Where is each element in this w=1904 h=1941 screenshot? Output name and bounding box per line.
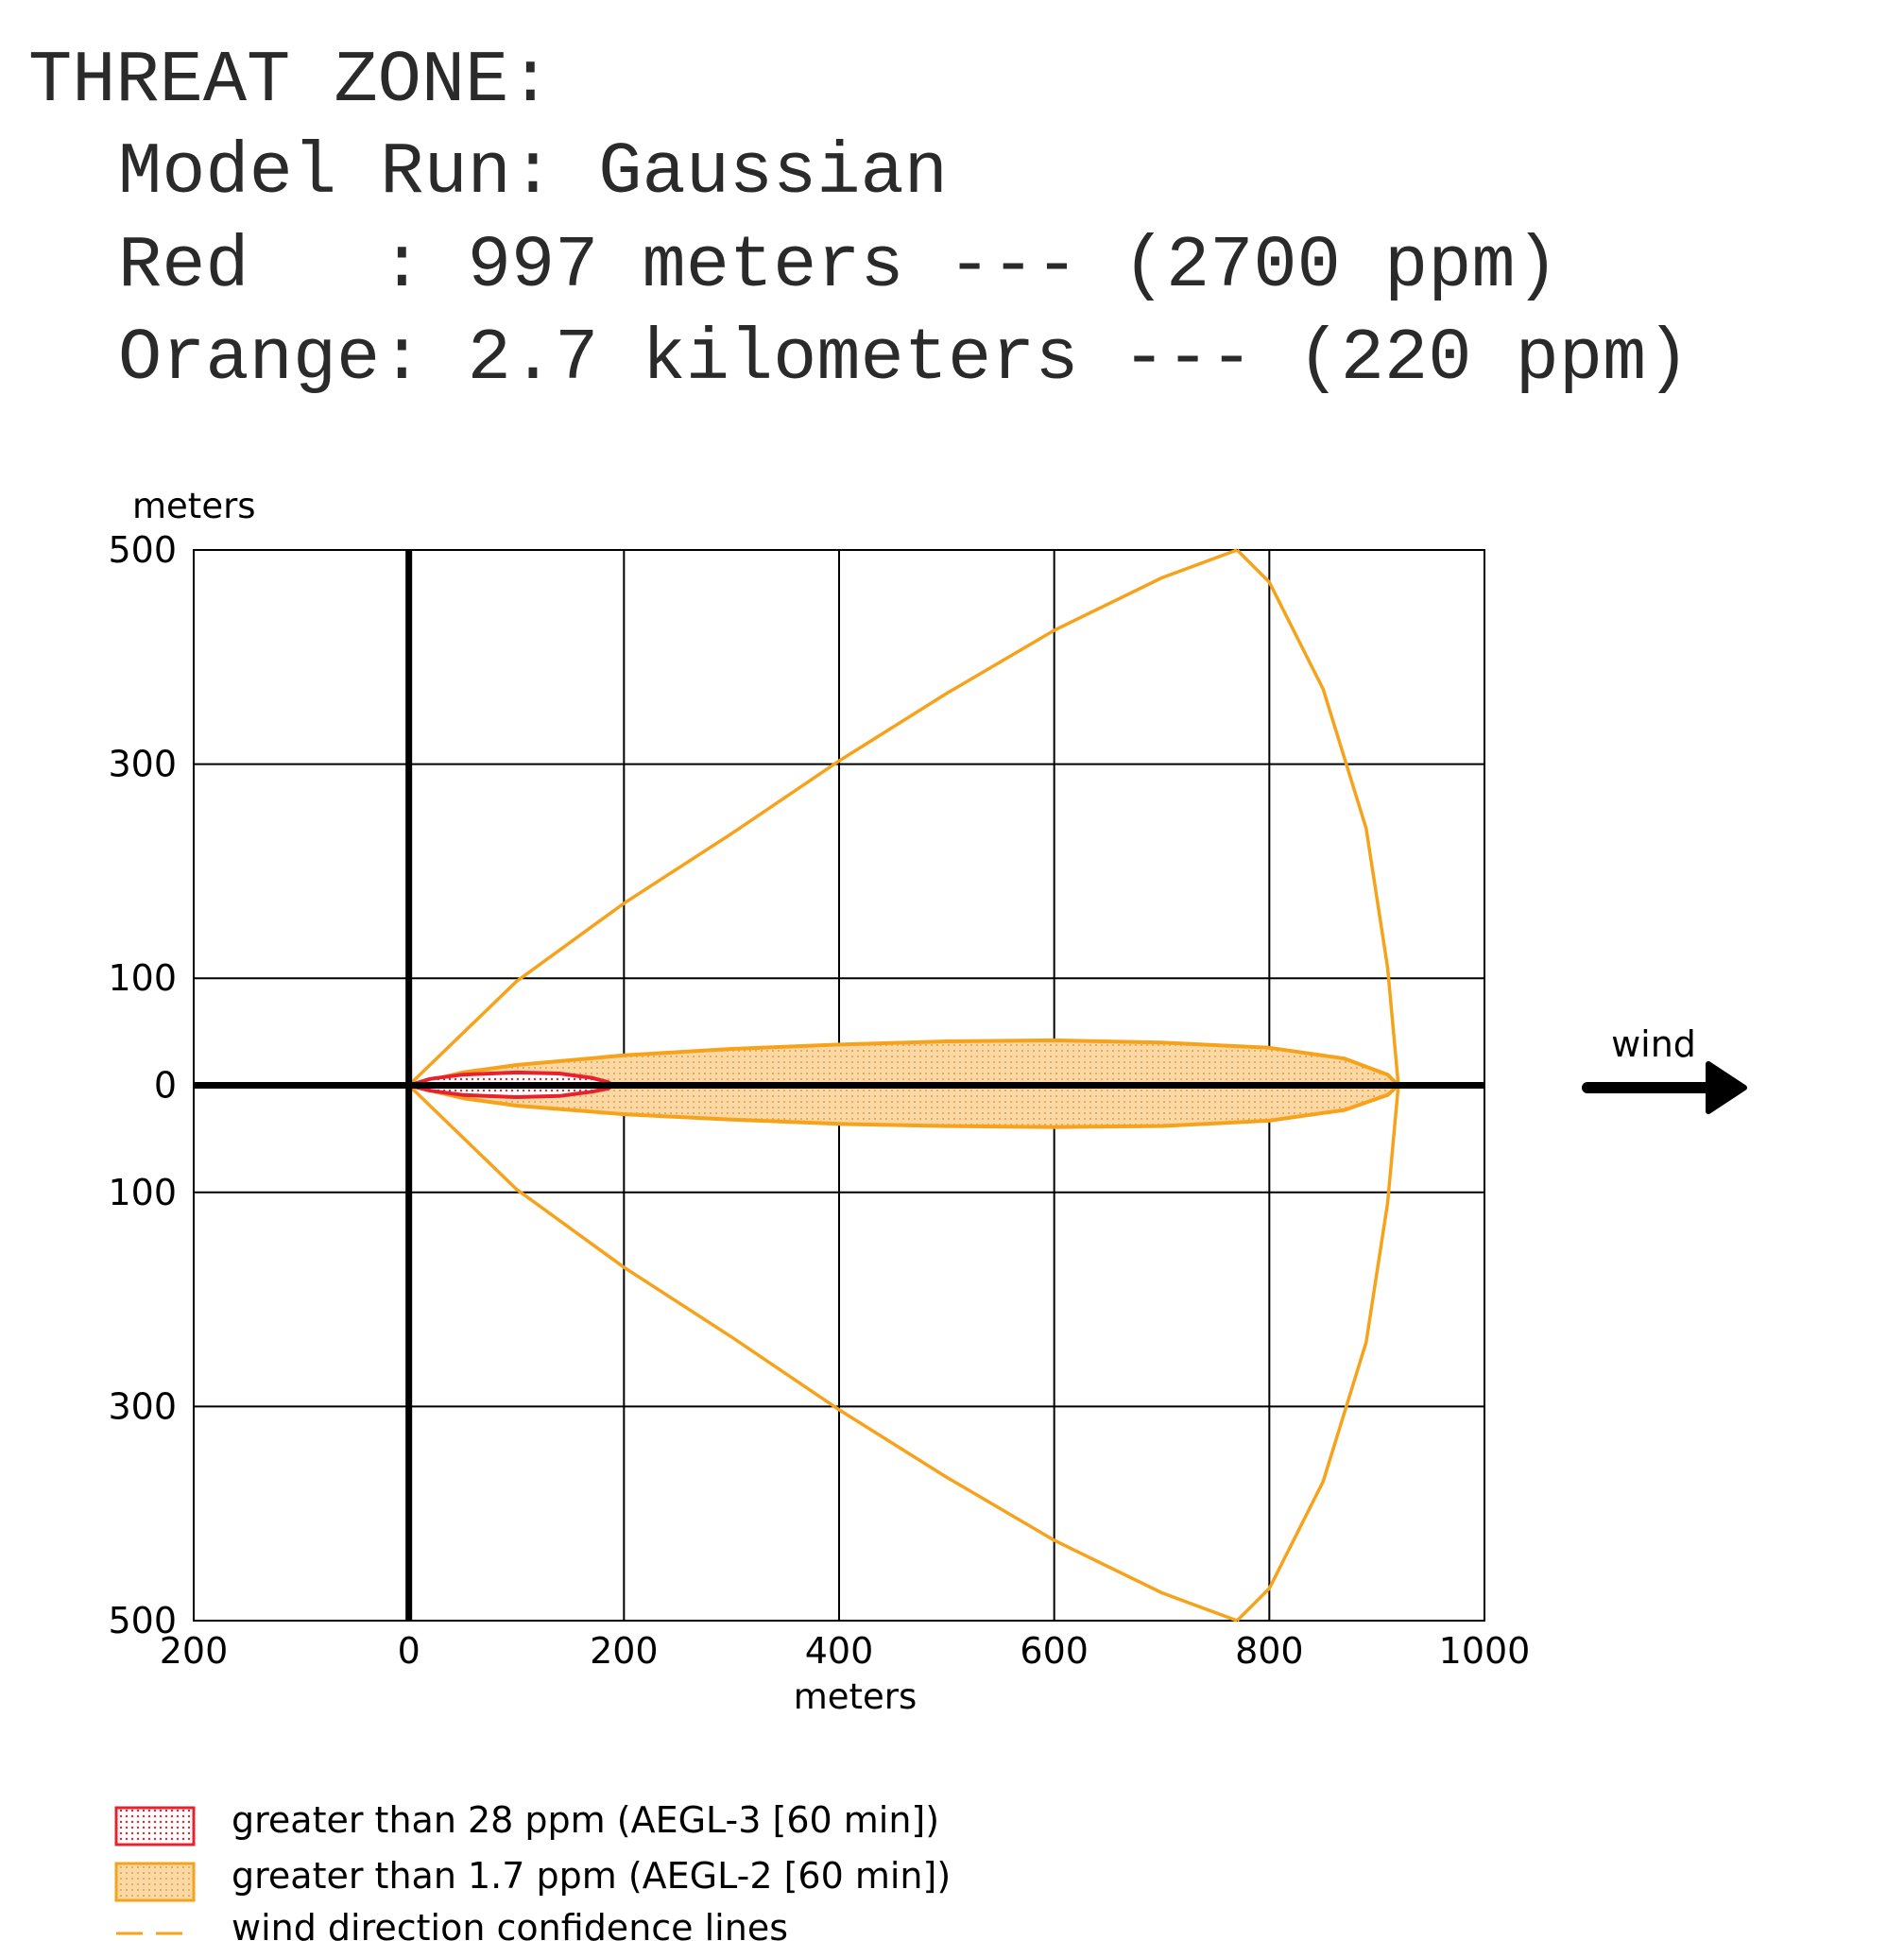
red-zone-line: Red : 997 meters --- (2700 ppm) xyxy=(118,226,1559,308)
y-tick-label: 100 xyxy=(108,1172,177,1213)
x-axis-label: meters xyxy=(794,1676,918,1717)
x-tick-label: 600 xyxy=(1020,1630,1089,1672)
confidence-line-lower xyxy=(407,1084,1238,1623)
legend-swatch-red xyxy=(114,1806,196,1847)
x-tick-label: 200 xyxy=(590,1630,659,1672)
wind-label: wind xyxy=(1611,1023,1696,1065)
orange-zone-line: Orange: 2.7 kilometers --- (220 ppm) xyxy=(118,318,1690,401)
x-tick-label: 0 xyxy=(398,1630,420,1672)
wind-arrow-icon xyxy=(1706,1061,1747,1114)
legend-swatch-orange xyxy=(114,1862,196,1902)
x-tick-label: 800 xyxy=(1235,1630,1304,1672)
y-tick-label: 100 xyxy=(108,957,177,999)
threat-zone-title: THREAT ZONE: xyxy=(28,41,553,123)
wind-indicator: wind xyxy=(1582,1023,1747,1114)
axes-layer xyxy=(194,550,1484,1621)
y-tick-label: 0 xyxy=(154,1065,177,1107)
y-axis-label: meters xyxy=(132,486,256,526)
model-run-line: Model Run: Gaussian xyxy=(118,132,948,215)
y-tick-label: 300 xyxy=(108,744,177,785)
y-tick-label: 300 xyxy=(108,1385,177,1427)
legend: greater than 28 ppm (AEGL-3 [60 min]) gr… xyxy=(114,1799,951,1941)
x-tick-label: 200 xyxy=(160,1630,229,1672)
y-tick-label: 500 xyxy=(108,529,177,571)
legend-label-orange: greater than 1.7 ppm (AEGL-2 [60 min]) xyxy=(232,1855,951,1897)
legend-label-red: greater than 28 ppm (AEGL-3 [60 min]) xyxy=(232,1799,939,1841)
x-tick-label: 1000 xyxy=(1439,1630,1531,1672)
legend-label-confidence: wind direction confidence lines xyxy=(232,1907,788,1941)
y-tick-label: 500 xyxy=(108,1600,177,1641)
confidence-line-upper xyxy=(407,548,1238,1087)
x-tick-label: 400 xyxy=(805,1630,874,1672)
